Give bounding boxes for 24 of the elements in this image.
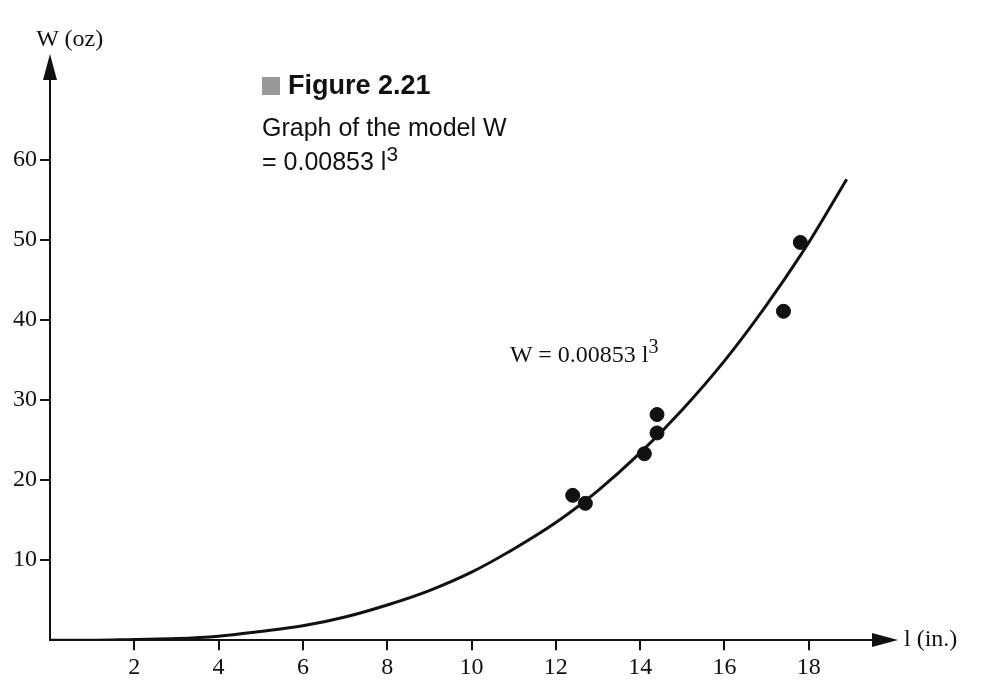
y-tick-label: 60 [13, 145, 37, 172]
x-tick-label: 12 [543, 652, 568, 679]
y-tick-label: 10 [13, 545, 37, 572]
x-tick-label: 10 [459, 652, 484, 679]
y-tick-label: 30 [13, 385, 37, 412]
x-tick-label: 6 [296, 652, 309, 679]
x-tick-label: 2 [128, 652, 141, 679]
y-tick-label: 20 [13, 465, 37, 492]
y-tick-label: 40 [13, 305, 37, 332]
point [792, 234, 808, 250]
point [565, 487, 581, 503]
point [775, 303, 791, 319]
x-axis-title: l (in.) [904, 625, 958, 652]
annotation: W = 0.00853 l$^{3}$ [510, 335, 659, 368]
chart-title: Figure 2.21 [288, 70, 431, 101]
text: Graph of the model W = 0.00853 l$^{3}$ [262, 113, 508, 176]
x-tick-label: 14 [628, 652, 653, 679]
x-tick-label: 18 [796, 652, 821, 679]
y-axis-title: W (oz) [36, 25, 104, 52]
point [649, 407, 665, 423]
x-tick-label: 4 [212, 652, 225, 679]
x-tick-label: 8 [381, 652, 394, 679]
x-tick-label: 16 [712, 652, 737, 679]
y-tick-label: 50 [13, 225, 37, 252]
